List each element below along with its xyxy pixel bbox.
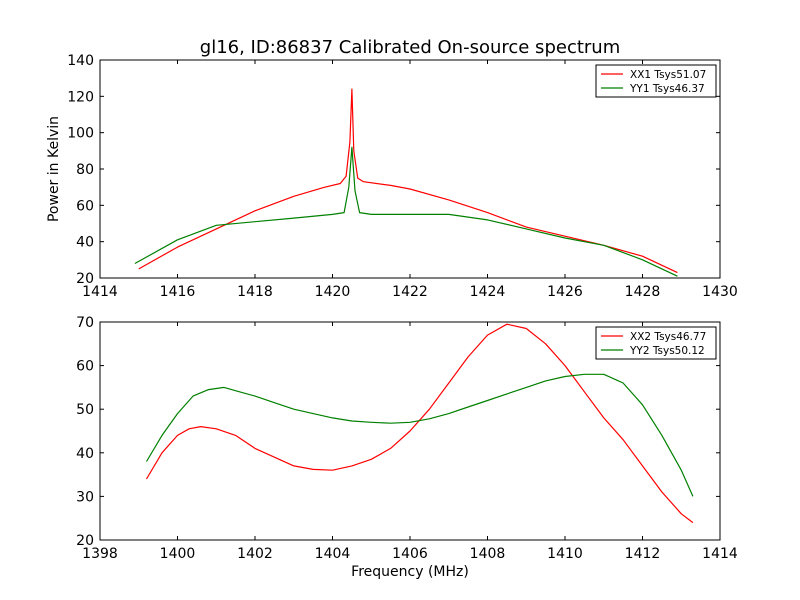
x-tick-label: 1420 xyxy=(315,284,351,300)
y-tick-label: 120 xyxy=(67,89,94,105)
x-tick-label: 1426 xyxy=(547,284,583,300)
y-tick-label: 140 xyxy=(67,53,94,69)
series-line-2 xyxy=(145,373,694,497)
x-tick-label: 1400 xyxy=(160,546,196,562)
y-tick-label: 60 xyxy=(76,359,94,375)
y-tick-label: 40 xyxy=(76,235,94,251)
bottom-spectrum-plot: 1398 1400 1402 1404 1406 1408 1410 1412 1414 20 30… xyxy=(76,315,738,580)
series-line-2 xyxy=(134,146,678,277)
legend-label-1: XX2 Tsys46.77 xyxy=(630,331,706,343)
legend-box xyxy=(595,326,717,360)
x-tick-label: 1428 xyxy=(625,284,661,300)
y-tick-label: 30 xyxy=(76,489,94,505)
series-lines xyxy=(145,323,694,524)
top-spectrum-plot: 1414 1416 1418 1420 1422 1424 1426 1428 1430 20 40… xyxy=(46,53,738,300)
y-tick-label: 40 xyxy=(76,446,94,462)
y-axis-label: Power in Kelvin xyxy=(46,116,62,222)
x-tick-label: 1402 xyxy=(237,546,273,562)
y-tick-label: 100 xyxy=(67,126,94,142)
x-tick-label: 1418 xyxy=(237,284,273,300)
x-tick-label: 1414 xyxy=(82,284,118,300)
x-tick-label: 1424 xyxy=(470,284,506,300)
y-tick-label: 20 xyxy=(76,271,94,287)
x-tick-label: 1408 xyxy=(470,546,506,562)
legend: XX2 Tsys46.77 YY2 Tsys50.12 xyxy=(595,326,717,360)
series-line-1 xyxy=(138,88,678,274)
chart-title: gl16, ID:86837 Calibrated On-source spec… xyxy=(200,37,620,58)
x-tick-label: 1406 xyxy=(392,546,428,562)
y-tick-label: 20 xyxy=(76,533,94,549)
legend-label-2: YY1 Tsys46.37 xyxy=(629,83,705,95)
y-tick-label: 50 xyxy=(76,402,94,418)
x-tick-label: 1414 xyxy=(702,546,738,562)
legend-label-2: YY2 Tsys50.12 xyxy=(629,345,705,357)
y-tick-label: 70 xyxy=(76,315,94,331)
x-tick-label: 1404 xyxy=(315,546,351,562)
series-lines xyxy=(134,88,678,277)
x-tick-label: 1398 xyxy=(82,546,118,562)
legend-label-1: XX1 Tsys51.07 xyxy=(630,69,706,81)
legend-box xyxy=(595,64,717,98)
y-tick-label: 80 xyxy=(76,162,94,178)
x-tick-label: 1410 xyxy=(547,546,583,562)
x-axis-label: Frequency (MHz) xyxy=(351,564,469,580)
x-tick-label: 1422 xyxy=(392,284,428,300)
x-tick-label: 1430 xyxy=(702,284,738,300)
series-line-1 xyxy=(145,323,694,524)
legend: XX1 Tsys51.07 YY1 Tsys46.37 xyxy=(595,64,717,98)
x-tick-label: 1416 xyxy=(160,284,196,300)
x-tick-label: 1412 xyxy=(625,546,661,562)
y-tick-label: 60 xyxy=(76,198,94,214)
